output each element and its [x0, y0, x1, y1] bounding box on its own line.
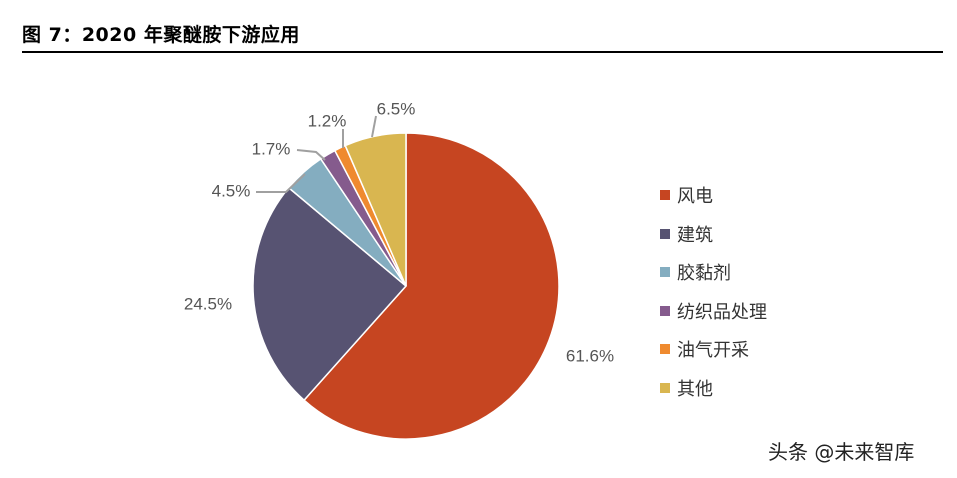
- slice-value-label-2: 24.5%: [184, 294, 232, 313]
- legend-label: 其他: [677, 378, 713, 400]
- legend-swatch: [660, 382, 670, 393]
- legend-label: 胶黏剂: [677, 263, 731, 285]
- legend-swatch: [660, 305, 670, 316]
- watermark: 头条 @未来智库: [768, 440, 915, 464]
- legend-item-3: 胶黏剂: [660, 253, 767, 292]
- slice-value-label-3: 4.5%: [212, 181, 251, 200]
- pie-slice-2: [252, 186, 408, 402]
- legend-label: 油气开采: [677, 340, 749, 362]
- legend-item-2: 建筑: [660, 215, 767, 254]
- leader-line-3: [256, 173, 306, 193]
- legend-swatch: [660, 267, 670, 278]
- legend-swatch: [660, 228, 670, 239]
- leader-line-4: [296, 149, 326, 161]
- leader-line-6: [371, 115, 377, 138]
- legend-label: 建筑: [677, 224, 713, 246]
- legend-item-4: 纺织品处理: [660, 292, 767, 331]
- slice-value-label-5: 1.2%: [308, 111, 347, 130]
- slice-value-label-6: 6.5%: [377, 99, 416, 118]
- legend-item-5: 油气开采: [660, 330, 767, 369]
- figure-title: 图 7：2020 年聚醚胺下游应用: [22, 24, 300, 46]
- title-rule: [22, 51, 943, 53]
- legend-item-6: 其他: [660, 369, 767, 408]
- pie-slice-1: [303, 132, 560, 440]
- legend-swatch: [660, 344, 670, 355]
- legend-label: 风电: [677, 186, 713, 208]
- slice-value-label-4: 1.7%: [252, 139, 291, 158]
- legend-swatch: [660, 190, 670, 201]
- legend-label: 纺织品处理: [677, 301, 767, 323]
- pie-slice-6: [344, 132, 407, 287]
- slice-value-label-1: 61.6%: [566, 346, 614, 365]
- legend: 风电建筑胶黏剂纺织品处理油气开采其他: [660, 176, 767, 407]
- legend-item-1: 风电: [660, 176, 767, 215]
